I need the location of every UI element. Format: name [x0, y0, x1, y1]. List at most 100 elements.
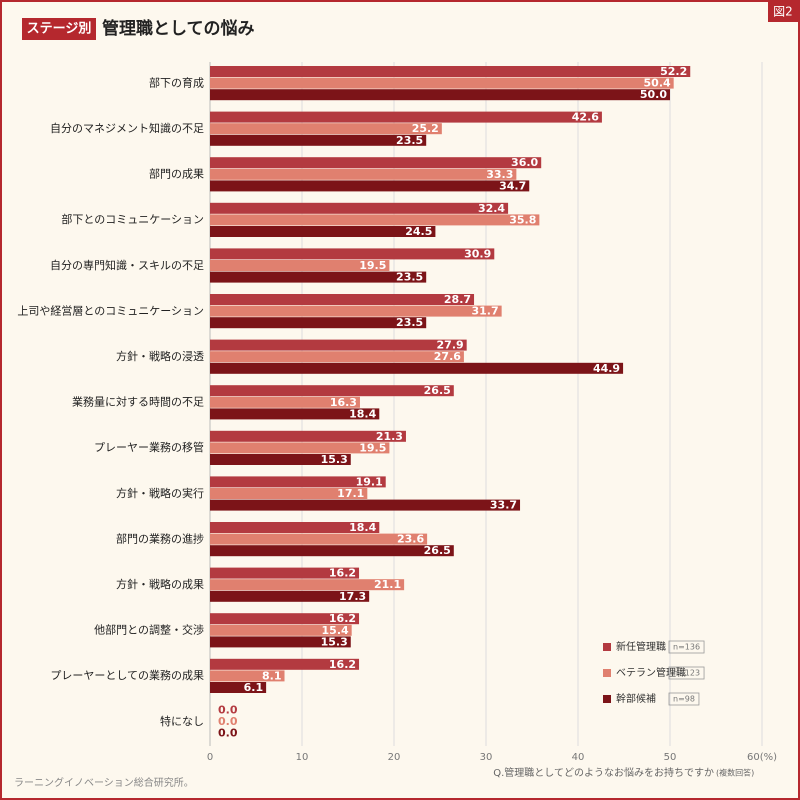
- value-label: 16.3: [330, 396, 357, 409]
- question-note: (複数回答): [716, 768, 754, 778]
- legend-n: n=136: [673, 643, 700, 652]
- legend-n: n=123: [673, 669, 700, 678]
- bar: [210, 396, 360, 408]
- value-label: 19.1: [356, 475, 383, 488]
- bar: [210, 499, 521, 511]
- value-label: 50.0: [640, 88, 667, 101]
- bar: [210, 658, 360, 670]
- bar: [210, 317, 427, 329]
- bar: [210, 408, 380, 420]
- x-tick-label: 30: [480, 752, 493, 763]
- bar: [210, 202, 509, 214]
- x-tick-label: 50: [664, 752, 677, 763]
- bar: [210, 294, 475, 305]
- legend-n-box: [668, 640, 705, 654]
- value-label: 21.1: [374, 578, 401, 591]
- bar: [210, 636, 351, 648]
- value-label: 33.3: [486, 168, 513, 181]
- value-label: 26.5: [424, 544, 451, 557]
- legend-swatch: [603, 669, 611, 677]
- bar: [210, 430, 406, 442]
- bar: [210, 271, 427, 283]
- bar: [210, 682, 267, 693]
- bar: [210, 351, 464, 363]
- value-label: 19.5: [359, 441, 386, 454]
- bar: [210, 488, 368, 499]
- bar: [210, 362, 624, 374]
- value-label: 16.2: [329, 612, 356, 625]
- value-label: 18.4: [349, 521, 376, 534]
- x-tick-label: 60(%): [747, 752, 777, 763]
- bar: [210, 214, 540, 226]
- x-tick-label: 10: [296, 752, 309, 763]
- value-label: 17.3: [339, 590, 366, 603]
- value-label: 44.9: [593, 362, 620, 375]
- value-label: 35.8: [509, 213, 536, 226]
- value-label: 34.7: [499, 179, 526, 192]
- y-tick-label: 部門の成果: [149, 167, 204, 181]
- legend-swatch: [603, 695, 611, 703]
- value-label: 21.3: [376, 430, 403, 443]
- y-tick-label: 特になし: [160, 714, 204, 728]
- value-label: 15.3: [321, 635, 348, 648]
- y-tick-label: 他部門との調整・交渉: [94, 623, 204, 637]
- value-label: 16.2: [329, 658, 356, 671]
- y-tick-label: 自分の専門知識・スキルの不足: [50, 258, 204, 272]
- value-label: 36.0: [511, 156, 538, 169]
- value-label: 42.6: [572, 111, 599, 124]
- value-label: 8.1: [262, 669, 282, 682]
- bar: [210, 476, 386, 488]
- bar: [210, 305, 502, 317]
- badge: ステージ別: [27, 22, 92, 37]
- badge-box: [22, 18, 96, 40]
- y-tick-label: プレーヤーとしての業務の成果: [50, 668, 204, 682]
- value-label: 31.7: [471, 305, 498, 318]
- bar: [210, 567, 360, 579]
- bar: [210, 613, 360, 625]
- y-tick-label: 方針・戦略の浸透: [116, 349, 204, 363]
- value-label: 23.5: [396, 271, 423, 284]
- value-label: 26.5: [424, 384, 451, 397]
- y-tick-label: 上司や経営層とのコミュニケーション: [17, 303, 204, 317]
- bar: [210, 545, 454, 557]
- legend-n-box: [668, 666, 705, 680]
- bar: [210, 66, 691, 77]
- source: ラーニングイノベーション総合研究所。: [14, 776, 194, 789]
- x-tick-label: 20: [388, 752, 401, 763]
- value-label: 27.9: [437, 339, 464, 352]
- value-label: 15.3: [321, 453, 348, 466]
- bar: [210, 522, 380, 533]
- bar: [210, 111, 602, 123]
- value-label: 0.0: [218, 727, 238, 740]
- value-label: 25.2: [412, 122, 439, 135]
- y-tick-label: プレーヤー業務の移管: [94, 440, 204, 454]
- value-label: 30.9: [464, 247, 491, 260]
- value-label: 24.5: [405, 225, 432, 238]
- legend-swatch: [603, 643, 611, 651]
- y-tick-label: 部下の育成: [149, 75, 204, 89]
- x-tick-label: 0: [207, 752, 213, 763]
- bar: [210, 533, 428, 545]
- chart-title: 管理職としての悩み: [102, 18, 255, 39]
- value-label: 16.2: [329, 567, 356, 580]
- bar: [210, 168, 517, 180]
- bar: [210, 226, 436, 237]
- figure-label: 図2: [773, 5, 793, 19]
- legend-label: 新任管理職: [616, 640, 666, 653]
- bar: [210, 77, 674, 89]
- bar: [210, 339, 467, 351]
- y-tick-label: 業務量に対する時間の不足: [72, 395, 204, 409]
- y-tick-label: 部門の業務の進捗: [116, 531, 204, 545]
- y-tick-label: 方針・戦略の成果: [116, 577, 204, 591]
- bar: [210, 134, 427, 146]
- value-label: 52.2: [660, 65, 687, 78]
- bar: [210, 89, 670, 101]
- bar: [210, 670, 285, 682]
- bar: [210, 579, 405, 591]
- value-label: 0.0: [218, 715, 238, 728]
- bar: [210, 260, 390, 271]
- y-tick-label: 部下とのコミュニケーション: [61, 212, 204, 226]
- legend-n-box: [668, 692, 700, 706]
- bar: [210, 624, 352, 636]
